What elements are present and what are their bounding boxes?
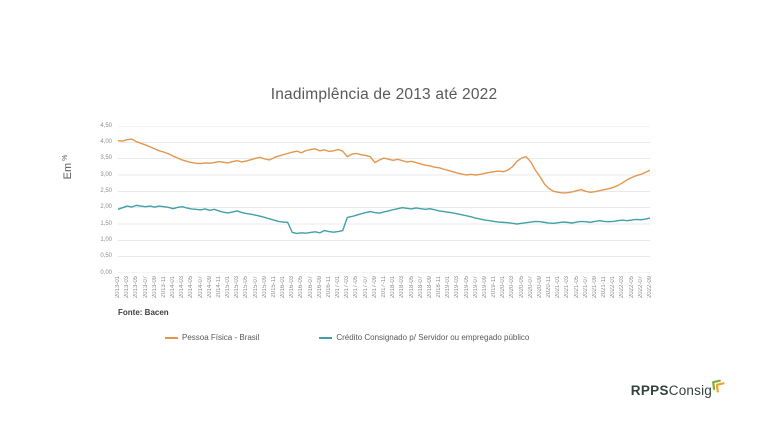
- rpps-consig-logo: RPPSConsig: [630, 379, 725, 398]
- x-tick-label-text: 2017-09: [371, 276, 378, 299]
- y-tick-label: 1,00: [100, 236, 112, 243]
- x-tick-label-text: 2018-07: [417, 276, 424, 299]
- x-tick-label-text: 2017-01: [335, 276, 342, 299]
- x-tick-label-text: 2016-07: [307, 276, 314, 299]
- chart-canvas: [117, 125, 651, 274]
- y-tick-label: 3,50: [100, 155, 112, 162]
- logo-text-bold: RPPS: [630, 383, 669, 398]
- y-axis-unit-percent: %: [62, 154, 69, 161]
- x-tick-label-text: 2021-03: [564, 276, 571, 299]
- x-tick-label-text: 2020-11: [546, 276, 553, 298]
- legend-line-sample-teal-icon: [319, 336, 333, 339]
- chart-legend: Pessoa Física - Brasil Crédito Consignad…: [165, 333, 529, 342]
- x-tick-label-text: 2021-09: [591, 276, 598, 299]
- chart-title: Inadimplência de 2013 até 2022: [270, 86, 498, 103]
- x-tick-label-text: 2021-01: [555, 276, 562, 299]
- y-tick-label: 4,50: [100, 122, 112, 129]
- y-axis-unit-label: Em%: [58, 137, 76, 197]
- x-tick-label-text: 2014-01: [170, 276, 177, 299]
- x-tick-label-text: 2016-03: [289, 276, 296, 299]
- x-tick-label-text: 2016-05: [298, 276, 305, 299]
- x-tick-label-text: 2013-09: [151, 276, 158, 299]
- x-tick-label-text: 2018-09: [426, 276, 433, 299]
- x-tick-label-text: 2020-09: [536, 276, 543, 299]
- x-tick-label-text: 2016-09: [316, 276, 323, 299]
- x-tick-label-text: 2018-01: [390, 276, 397, 299]
- x-tick-label-text: 2013-05: [133, 276, 140, 299]
- x-tick-label-text: 2018-05: [408, 276, 415, 299]
- x-tick-label-text: 2016-01: [280, 276, 287, 299]
- x-tick-label-text: 2013-07: [142, 276, 149, 299]
- x-tick-label-text: 2014-03: [179, 276, 186, 299]
- y-tick-label: 1,50: [100, 220, 112, 227]
- x-tick-label-text: 2014-07: [197, 276, 204, 299]
- x-tick-label-text: 2014-09: [206, 276, 213, 299]
- x-tick-label-text: 2017-03: [344, 276, 351, 299]
- y-tick-label: 3,00: [100, 171, 112, 178]
- x-tick-label-text: 2016-11: [325, 276, 332, 298]
- x-tick-label-text: 2014-05: [188, 276, 195, 299]
- x-tick-label-text: 2019-11: [491, 276, 498, 298]
- series-line-consignado: [117, 204, 651, 235]
- x-tick-label-text: 2014-11: [215, 276, 222, 298]
- series-line-pessoa-fisica: [117, 138, 651, 194]
- x-tick-label-text: 2015-01: [225, 276, 232, 299]
- x-tick-label-text: 2022-03: [619, 276, 626, 299]
- x-tick-label-text: 2018-03: [399, 276, 406, 299]
- y-tick-label: 0,50: [100, 253, 112, 260]
- y-tick-label: 2,00: [100, 204, 112, 211]
- source-note: Fonte: Bacen: [118, 308, 169, 317]
- x-tick-label-text: 2019-05: [463, 276, 470, 299]
- x-tick-label-text: 2015-09: [261, 276, 268, 299]
- x-tick-label-text: 2020-03: [509, 276, 516, 299]
- x-tick-label: 2022-09: [645, 276, 655, 306]
- legend-label-pessoa-fisica: Pessoa Física - Brasil: [182, 333, 260, 342]
- y-axis-unit-text: Em: [62, 162, 74, 180]
- x-tick-label-text: 2015-03: [234, 276, 241, 299]
- x-tick-label-text: 2022-01: [610, 276, 617, 299]
- y-tick-label: 0,00: [100, 269, 112, 276]
- legend-item-consignado: Crédito Consignado p/ Servidor ou empreg…: [319, 333, 529, 342]
- x-tick-label-text: 2019-07: [472, 276, 479, 299]
- x-tick-label-text: 2015-07: [252, 276, 259, 299]
- x-tick-label-text: 2019-03: [454, 276, 461, 299]
- legend-item-pessoa-fisica: Pessoa Física - Brasil: [165, 333, 259, 342]
- x-tick-label-text: 2020-01: [500, 276, 507, 299]
- x-tick-label-text: 2013-01: [115, 276, 121, 299]
- x-tick-label-text: 2013-03: [124, 276, 131, 299]
- line-chart-plot-area: [117, 125, 651, 274]
- double-chevron-signal-icon: [712, 379, 725, 393]
- x-tick-label-text: 2017-11: [381, 276, 387, 298]
- x-tick-label-text: 2021-11: [601, 276, 608, 298]
- x-tick-label-text: 2013-11: [160, 276, 167, 298]
- x-tick-label-text: 2015-11: [270, 276, 277, 298]
- y-tick-label: 2,50: [100, 187, 112, 194]
- x-tick-label-text: 2018-11: [436, 276, 443, 298]
- x-tick-label-text: 2022-09: [647, 276, 653, 299]
- x-tick-label-text: 2021-07: [582, 276, 589, 299]
- x-tick-label-text: 2015-05: [243, 276, 250, 299]
- x-tick-label-text: 2022-05: [628, 276, 635, 299]
- logo-text-regular: Consig: [668, 383, 712, 398]
- x-tick-label-text: 2017-05: [353, 276, 360, 299]
- legend-line-sample-orange-icon: [165, 336, 178, 339]
- x-tick-label-text: 2022-07: [637, 276, 644, 299]
- legend-label-consignado: Crédito Consignado p/ Servidor ou empreg…: [336, 333, 530, 342]
- y-tick-label: 4,00: [100, 138, 112, 145]
- x-tick-label-text: 2019-09: [481, 276, 488, 299]
- x-tick-label-text: 2017-07: [362, 276, 369, 299]
- x-tick-label-text: 2021-05: [573, 276, 580, 299]
- x-tick-label-text: 2019-01: [445, 276, 452, 299]
- x-tick-label-text: 2020-05: [518, 276, 525, 299]
- x-tick-label-text: 2020-07: [527, 276, 534, 299]
